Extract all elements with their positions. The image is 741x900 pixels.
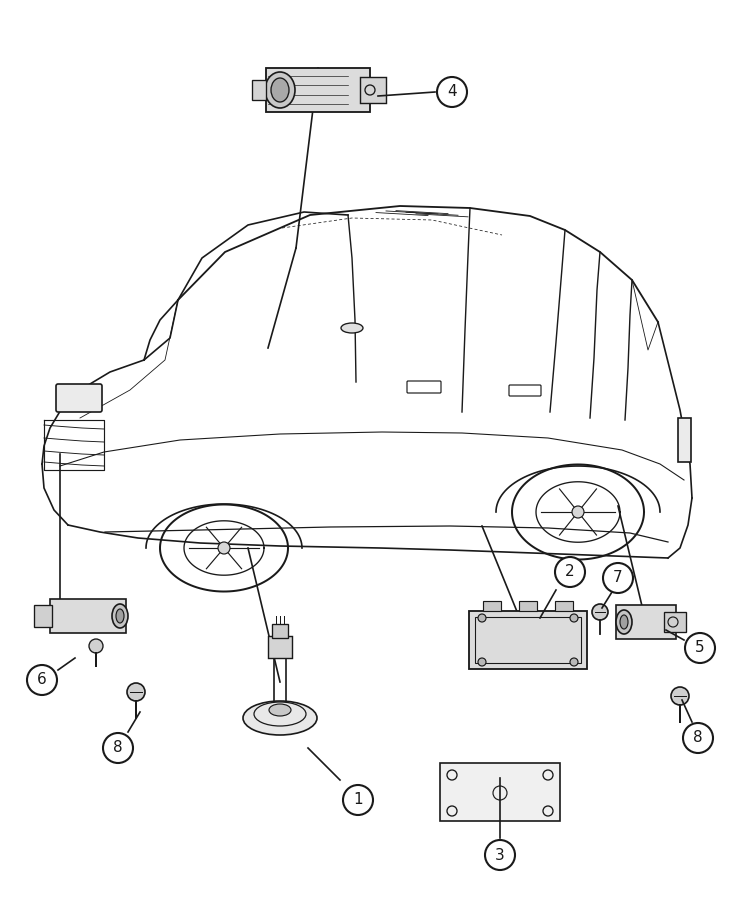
Text: 8: 8 bbox=[693, 731, 702, 745]
Circle shape bbox=[103, 733, 133, 763]
Ellipse shape bbox=[269, 704, 291, 716]
Text: 4: 4 bbox=[447, 85, 456, 100]
Ellipse shape bbox=[265, 72, 295, 108]
Circle shape bbox=[570, 658, 578, 666]
Bar bbox=[360, 77, 386, 103]
Circle shape bbox=[478, 614, 486, 622]
Circle shape bbox=[572, 506, 584, 518]
Bar bbox=[469, 611, 587, 669]
Circle shape bbox=[683, 723, 713, 753]
FancyBboxPatch shape bbox=[56, 384, 102, 412]
Ellipse shape bbox=[271, 78, 289, 102]
Circle shape bbox=[570, 614, 578, 622]
Bar bbox=[555, 601, 573, 611]
Circle shape bbox=[592, 604, 608, 620]
Bar bbox=[440, 763, 560, 821]
Bar bbox=[34, 605, 52, 627]
Bar bbox=[266, 68, 370, 112]
Circle shape bbox=[485, 840, 515, 870]
Text: 7: 7 bbox=[614, 571, 623, 586]
Bar bbox=[519, 601, 537, 611]
Bar bbox=[475, 617, 581, 663]
Circle shape bbox=[555, 557, 585, 587]
Ellipse shape bbox=[116, 609, 124, 623]
Circle shape bbox=[437, 77, 467, 107]
Text: 6: 6 bbox=[37, 672, 47, 688]
Circle shape bbox=[343, 785, 373, 815]
Bar bbox=[664, 612, 686, 632]
Text: 1: 1 bbox=[353, 793, 363, 807]
Bar bbox=[272, 624, 288, 638]
Text: 3: 3 bbox=[495, 848, 505, 862]
Text: 2: 2 bbox=[565, 564, 575, 580]
Text: 8: 8 bbox=[113, 741, 123, 755]
Circle shape bbox=[89, 639, 103, 653]
Circle shape bbox=[27, 665, 57, 695]
Circle shape bbox=[685, 633, 715, 663]
Bar bbox=[50, 599, 126, 633]
Circle shape bbox=[127, 683, 145, 701]
Ellipse shape bbox=[620, 615, 628, 629]
Bar bbox=[678, 418, 691, 462]
Ellipse shape bbox=[112, 604, 128, 628]
Circle shape bbox=[218, 542, 230, 554]
Bar bbox=[252, 80, 266, 100]
Bar bbox=[616, 605, 676, 639]
Ellipse shape bbox=[243, 701, 317, 735]
Bar bbox=[268, 636, 292, 658]
Circle shape bbox=[478, 658, 486, 666]
Circle shape bbox=[603, 563, 633, 593]
Ellipse shape bbox=[341, 323, 363, 333]
Text: 5: 5 bbox=[695, 641, 705, 655]
Circle shape bbox=[671, 687, 689, 705]
Bar bbox=[483, 601, 501, 611]
Ellipse shape bbox=[616, 610, 632, 634]
